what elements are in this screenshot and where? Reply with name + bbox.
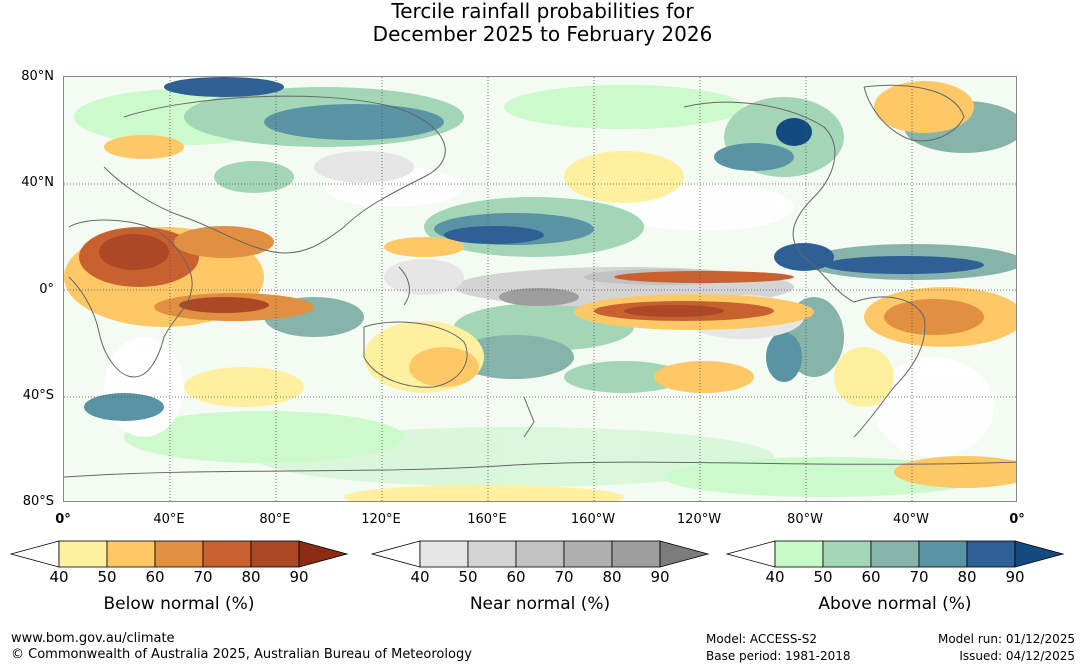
above-normal-areas: [84, 77, 1016, 421]
above-tick-60: 60: [861, 568, 881, 586]
above-tick-90: 90: [1005, 568, 1025, 586]
lon-label-160w: 160°W: [570, 512, 616, 527]
colorbar-above-graphic: [726, 540, 1065, 568]
near-tick-80: 80: [602, 568, 622, 586]
colorbar-below-normal: [10, 540, 350, 568]
near-segment-4: [563, 540, 613, 568]
graticule: [64, 77, 1016, 501]
lon-label-160e: 160°E: [467, 512, 507, 527]
below-segment-6: [298, 540, 349, 568]
issued-text: Issued: 04/12/2025: [959, 649, 1075, 663]
lat-label-40s: 40°S: [22, 388, 54, 403]
colorbar-near-normal: [371, 540, 711, 568]
above-tick-80: 80: [957, 568, 977, 586]
below-tick-40: 40: [49, 568, 69, 586]
colorbar-below-graphic: [10, 540, 349, 568]
lon-label-40e: 40°E: [153, 512, 185, 527]
below-normal-title: Below normal (%): [103, 594, 255, 614]
probability-map: [63, 76, 1017, 502]
base-period-text: Base period: 1981-2018: [706, 649, 851, 663]
below-segment-5: [250, 540, 300, 568]
near-segment-3: [515, 540, 565, 568]
map-graphic: [64, 77, 1016, 501]
lon-label-120w: 120°W: [676, 512, 722, 527]
map-title: Tercile rainfall probabilities for Decem…: [0, 0, 1085, 46]
near-tick-60: 60: [506, 568, 526, 586]
lon-label-0-left: 0°: [55, 512, 71, 527]
coastlines: [64, 84, 1016, 478]
below-normal-areas: [64, 81, 1016, 501]
model-text: Model: ACCESS-S2: [706, 632, 818, 646]
above-segment-4: [918, 540, 968, 568]
near-tick-70: 70: [554, 568, 574, 586]
near-tick-40: 40: [410, 568, 430, 586]
lat-label-80n: 80°N: [21, 69, 54, 84]
near-segment-5: [611, 540, 661, 568]
title-line-2: December 2025 to February 2026: [372, 22, 713, 46]
near-segment-0: [371, 540, 421, 568]
below-tick-70: 70: [193, 568, 213, 586]
above-tick-70: 70: [909, 568, 929, 586]
lon-label-40w: 40°W: [893, 512, 929, 527]
near-normal-title: Near normal (%): [469, 594, 611, 614]
colorbar-near-graphic: [371, 540, 710, 568]
lon-label-80e: 80°E: [259, 512, 291, 527]
above-normal-title: Above normal (%): [818, 594, 972, 614]
lat-label-40n: 40°N: [21, 175, 54, 190]
near-segment-6: [659, 540, 710, 568]
above-segment-2: [822, 540, 872, 568]
near-tick-50: 50: [458, 568, 478, 586]
lon-label-0-right: 0°: [1009, 512, 1025, 527]
below-segment-2: [106, 540, 156, 568]
above-segment-6: [1014, 540, 1065, 568]
below-tick-80: 80: [241, 568, 261, 586]
lon-label-120e: 120°E: [361, 512, 401, 527]
below-segment-3: [154, 540, 204, 568]
above-tick-40: 40: [765, 568, 785, 586]
near-tick-90: 90: [650, 568, 670, 586]
lon-label-80w: 80°W: [787, 512, 823, 527]
lat-label-80s: 80°S: [22, 494, 54, 509]
title-line-1: Tercile rainfall probabilities for: [391, 0, 694, 23]
above-segment-3: [870, 540, 920, 568]
near-segment-1: [419, 540, 469, 568]
below-segment-0: [10, 540, 60, 568]
above-tick-50: 50: [813, 568, 833, 586]
below-tick-50: 50: [97, 568, 117, 586]
model-run-text: Model run: 01/12/2025: [937, 632, 1075, 646]
below-tick-60: 60: [145, 568, 165, 586]
above-segment-0: [726, 540, 776, 568]
copyright-text: © Commonwealth of Australia 2025, Austra…: [11, 647, 472, 662]
below-tick-90: 90: [289, 568, 309, 586]
colorbar-above-normal: [726, 540, 1066, 568]
lat-label-0: 0°: [39, 282, 54, 297]
near-segment-2: [467, 540, 517, 568]
above-segment-5: [966, 540, 1016, 568]
below-segment-4: [202, 540, 252, 568]
above-segment-1: [774, 540, 824, 568]
below-segment-1: [58, 540, 108, 568]
website-link[interactable]: www.bom.gov.au/climate: [11, 631, 175, 646]
